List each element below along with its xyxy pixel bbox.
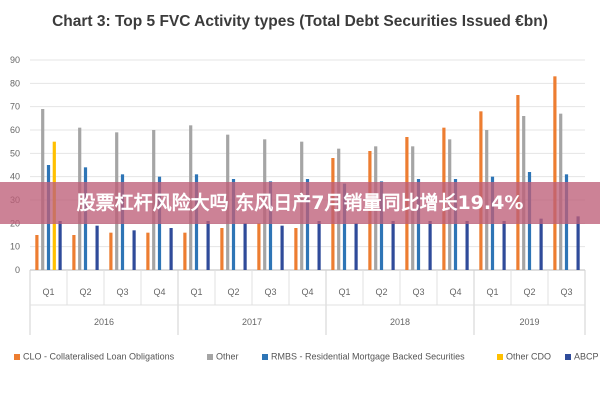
- x-tick-label: Q1: [190, 287, 202, 297]
- bar: [416, 179, 421, 270]
- x-tick-label: Q2: [375, 287, 387, 297]
- x-tick-label: Q4: [449, 287, 461, 297]
- legend-item: Other CDO: [497, 351, 551, 362]
- x-tick-label: Q2: [79, 287, 91, 297]
- legend-swatch: [207, 353, 213, 360]
- bar: [553, 76, 557, 270]
- legend-item: ABCP: [565, 351, 599, 362]
- bar: [391, 221, 395, 270]
- x-tick-label: Q3: [412, 287, 424, 297]
- bar: [58, 221, 62, 270]
- x-tick-label: Q3: [264, 287, 276, 297]
- bar: [72, 235, 76, 270]
- bar: [183, 232, 187, 270]
- bar: [169, 228, 173, 270]
- legend-label: ABCP: [574, 351, 599, 362]
- legend-label: Other: [216, 351, 239, 362]
- legend-item: CLO - Collateralised Loan Obligations: [14, 351, 174, 362]
- bar: [294, 228, 298, 270]
- bar: [305, 179, 310, 270]
- bar: [576, 216, 580, 270]
- x-tick-label: Q1: [42, 287, 54, 297]
- x-group-label: 2016: [94, 317, 114, 327]
- bar: [428, 221, 432, 270]
- y-tick-label: 10: [10, 242, 20, 252]
- x-tick-label: Q2: [227, 287, 239, 297]
- bar: [280, 225, 284, 270]
- x-tick-label: Q2: [523, 287, 535, 297]
- bar: [257, 223, 261, 270]
- bar: [146, 232, 150, 270]
- x-tick-label: Q4: [153, 287, 165, 297]
- bar: [109, 232, 113, 270]
- bar: [35, 235, 39, 270]
- headline-text: 股票杠杆风险大吗 东风日产7月销量同比增长19.4%: [76, 192, 524, 214]
- bar: [132, 230, 136, 270]
- bar: [317, 221, 321, 270]
- bar: [465, 221, 469, 270]
- x-tick-label: Q4: [301, 287, 313, 297]
- bar: [206, 221, 210, 270]
- x-tick-label: Q3: [560, 287, 572, 297]
- bars: [35, 76, 580, 271]
- legend-swatch: [14, 353, 20, 360]
- bar: [268, 181, 273, 270]
- axes: 0102030405060708090Q1Q2Q3Q4Q1Q2Q3Q4Q1Q2Q…: [10, 55, 586, 335]
- bar: [231, 179, 236, 270]
- legend-label: CLO - Collateralised Loan Obligations: [23, 351, 175, 362]
- bar: [453, 179, 458, 270]
- chart-title: Chart 3: Top 5 FVC Activity types (Total…: [52, 13, 548, 30]
- bar: [342, 183, 347, 270]
- y-tick-label: 90: [10, 55, 20, 65]
- legend-swatch: [565, 353, 571, 360]
- x-group-label: 2017: [242, 317, 262, 327]
- legend-item: Other: [207, 351, 239, 362]
- x-tick-label: Q1: [338, 287, 350, 297]
- x-group-label: 2018: [390, 317, 410, 327]
- bar: [243, 223, 247, 270]
- x-group-label: 2019: [519, 317, 539, 327]
- x-tick-label: Q1: [486, 287, 498, 297]
- bar: [539, 218, 543, 270]
- bar: [220, 228, 224, 270]
- legend-label: Other CDO: [506, 351, 552, 362]
- y-tick-label: 70: [10, 102, 20, 112]
- bar: [379, 181, 384, 270]
- legend-swatch: [497, 353, 503, 360]
- y-tick-label: 80: [10, 78, 20, 88]
- y-tick-label: 60: [10, 125, 20, 135]
- legend-label: RMBS - Residential Mortgage Backed Secur…: [271, 351, 465, 362]
- bar: [354, 223, 358, 270]
- legend: CLO - Collateralised Loan Obligations Oth…: [0, 351, 600, 367]
- legend-item: RMBS - Residential Mortgage Backed Secur…: [262, 351, 465, 362]
- y-tick-label: 40: [10, 172, 20, 182]
- bar: [95, 225, 99, 270]
- x-tick-label: Q3: [116, 287, 128, 297]
- bar: [502, 221, 506, 270]
- y-tick-label: 0: [15, 265, 20, 275]
- headline-banner: [0, 182, 600, 224]
- y-tick-label: 50: [10, 148, 20, 158]
- legend-swatch: [262, 353, 268, 360]
